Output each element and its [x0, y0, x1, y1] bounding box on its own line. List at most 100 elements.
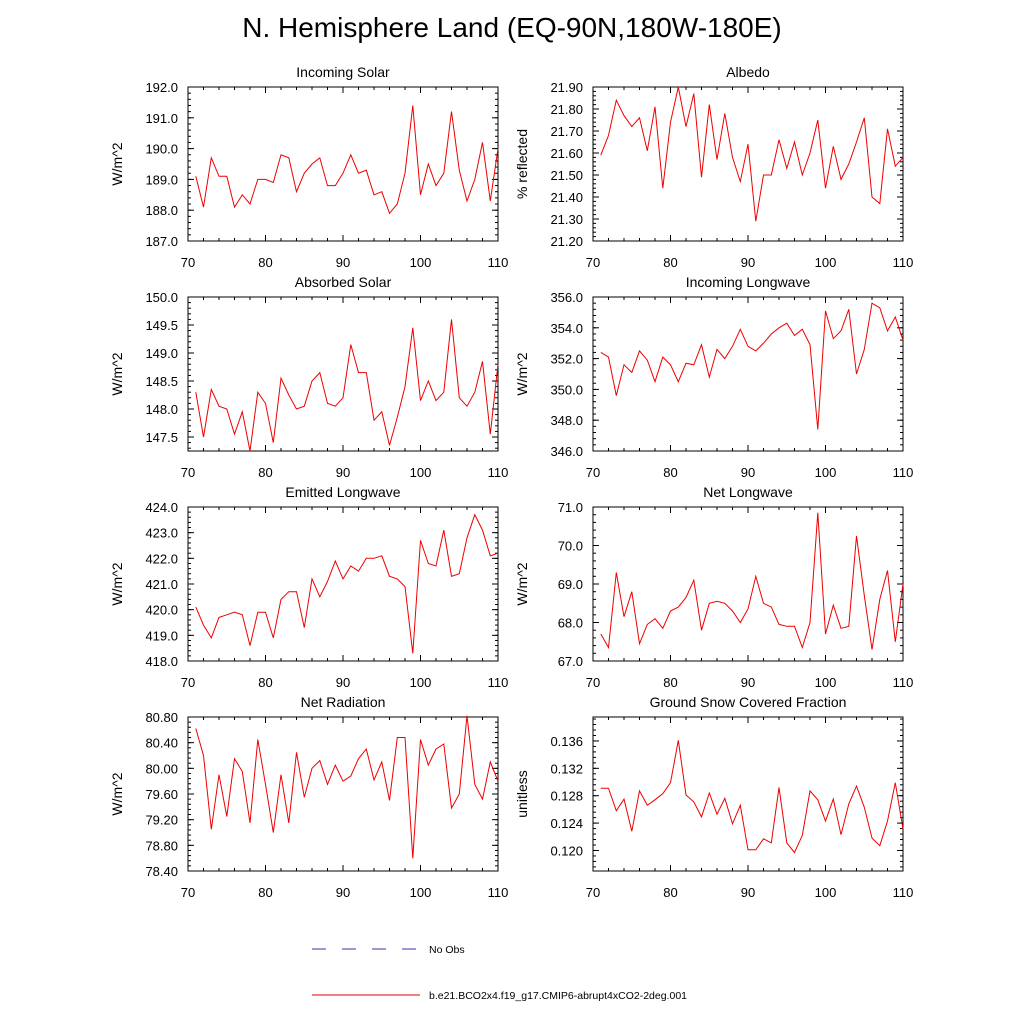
- y-tick-label: 424.0: [145, 500, 178, 515]
- x-tick-label: 100: [410, 675, 432, 690]
- y-tick-label: 352.0: [550, 352, 583, 367]
- x-tick-label: 70: [586, 465, 600, 480]
- x-tick-label: 80: [258, 255, 272, 270]
- y-tick-label: 21.30: [550, 212, 583, 227]
- x-tick-label: 80: [258, 675, 272, 690]
- y-tick-label: 191.0: [145, 111, 178, 126]
- x-tick-label: 80: [663, 255, 677, 270]
- y-tick-label: 21.90: [550, 80, 583, 95]
- y-axis-label: W/m^2: [109, 772, 125, 815]
- chart-panel: Incoming Solar W/m^2 70 80 90 100 110 187.0 188.…: [109, 64, 508, 270]
- chart-panel: Absorbed Solar W/m^2 70 80 90 100 110 147.5 148.…: [109, 274, 508, 480]
- panel-title: Albedo: [726, 64, 770, 80]
- x-tick-label: 100: [410, 885, 432, 900]
- y-tick-label: 21.50: [550, 168, 583, 183]
- x-tick-label: 110: [893, 675, 914, 690]
- x-tick-label: 70: [181, 255, 195, 270]
- y-tick-label: 190.0: [145, 142, 178, 157]
- y-axis-label: W/m^2: [514, 352, 530, 395]
- y-axis-label: W/m^2: [514, 562, 530, 605]
- series-line: [600, 512, 904, 650]
- x-tick-label: 90: [336, 255, 350, 270]
- y-tick-label: 80.80: [145, 710, 178, 725]
- series-line: [600, 302, 904, 430]
- y-tick-label: 78.40: [145, 864, 178, 879]
- panel-title: Ground Snow Covered Fraction: [650, 694, 847, 710]
- y-tick-label: 0.132: [550, 761, 583, 776]
- panel-title: Incoming Longwave: [686, 274, 811, 290]
- y-tick-label: 421.0: [145, 577, 178, 592]
- y-tick-label: 149.5: [145, 318, 178, 333]
- y-tick-label: 80.00: [145, 761, 178, 776]
- x-tick-label: 90: [741, 885, 755, 900]
- legend: No Obs b.e21.BCO2x4.f19_g17.CMIP6-abrupt4…: [312, 944, 687, 1002]
- chart-panel: Ground Snow Covered Fraction unitless 70 80…: [514, 694, 913, 900]
- y-tick-label: 78.80: [145, 838, 178, 853]
- y-tick-label: 148.0: [145, 402, 178, 417]
- x-tick-label: 90: [741, 255, 755, 270]
- x-tick-label: 110: [488, 885, 509, 900]
- x-tick-label: 110: [893, 255, 914, 270]
- y-tick-label: 418.0: [145, 654, 178, 669]
- legend-obs-label: No Obs: [429, 944, 465, 956]
- plot-frame: [187, 506, 499, 662]
- panel-title: Net Longwave: [703, 484, 793, 500]
- y-tick-label: 187.0: [145, 234, 178, 249]
- chart-panel: Emitted Longwave W/m^2 70 80 90 100 110 418.0 41…: [109, 484, 508, 690]
- legend-model-label: b.e21.BCO2x4.f19_g17.CMIP6-abrupt4xCO2-2…: [429, 990, 687, 1002]
- y-tick-label: 350.0: [550, 382, 583, 397]
- y-tick-label: 354.0: [550, 321, 583, 336]
- y-tick-label: 192.0: [145, 80, 178, 95]
- y-tick-label: 21.80: [550, 102, 583, 117]
- x-tick-label: 100: [815, 675, 837, 690]
- panel-title: Incoming Solar: [296, 64, 390, 80]
- series-line: [195, 105, 499, 215]
- y-tick-label: 79.20: [145, 813, 178, 828]
- x-tick-label: 90: [741, 675, 755, 690]
- x-tick-label: 80: [663, 675, 677, 690]
- page-title: N. Hemisphere Land (EQ-90N,180W-180E): [242, 12, 782, 43]
- y-tick-label: 0.120: [550, 843, 583, 858]
- y-tick-label: 21.70: [550, 124, 583, 139]
- x-tick-label: 100: [410, 255, 432, 270]
- y-tick-label: 149.0: [145, 346, 178, 361]
- plot-frame: [187, 86, 499, 242]
- y-tick-label: 423.0: [145, 526, 178, 541]
- x-tick-label: 110: [488, 675, 509, 690]
- y-tick-label: 0.128: [550, 789, 583, 804]
- x-tick-label: 70: [586, 885, 600, 900]
- panel-title: Emitted Longwave: [285, 484, 400, 500]
- x-tick-label: 90: [336, 465, 350, 480]
- panel-title: Absorbed Solar: [295, 274, 392, 290]
- plot-frame: [187, 716, 499, 872]
- y-tick-label: 188.0: [145, 203, 178, 218]
- y-tick-label: 69.0: [558, 577, 583, 592]
- x-tick-label: 70: [586, 675, 600, 690]
- x-tick-label: 70: [181, 675, 195, 690]
- x-tick-label: 80: [663, 465, 677, 480]
- x-tick-label: 70: [181, 465, 195, 480]
- y-tick-label: 148.5: [145, 374, 178, 389]
- series-line: [195, 513, 499, 654]
- y-tick-label: 422.0: [145, 551, 178, 566]
- x-tick-label: 110: [488, 255, 509, 270]
- y-tick-label: 348.0: [550, 413, 583, 428]
- y-tick-label: 21.40: [550, 190, 583, 205]
- y-tick-label: 80.40: [145, 736, 178, 751]
- y-axis-label: unitless: [514, 770, 530, 817]
- x-tick-label: 90: [741, 465, 755, 480]
- chart-panel: Incoming Longwave W/m^2 70 80 90 100 110 346.0 3…: [514, 274, 913, 480]
- x-tick-label: 100: [815, 885, 837, 900]
- y-tick-label: 346.0: [550, 444, 583, 459]
- x-tick-label: 100: [815, 255, 837, 270]
- plot-frame: [592, 506, 904, 662]
- chart-panel: Net Longwave W/m^2 70 80 90 100 110 67.0 68.0 69.…: [514, 484, 913, 690]
- series-line: [195, 715, 499, 859]
- y-tick-label: 79.60: [145, 787, 178, 802]
- x-tick-label: 70: [586, 255, 600, 270]
- x-tick-label: 80: [258, 465, 272, 480]
- y-tick-label: 70.0: [558, 539, 583, 554]
- x-tick-label: 90: [336, 675, 350, 690]
- y-tick-label: 0.136: [550, 734, 583, 749]
